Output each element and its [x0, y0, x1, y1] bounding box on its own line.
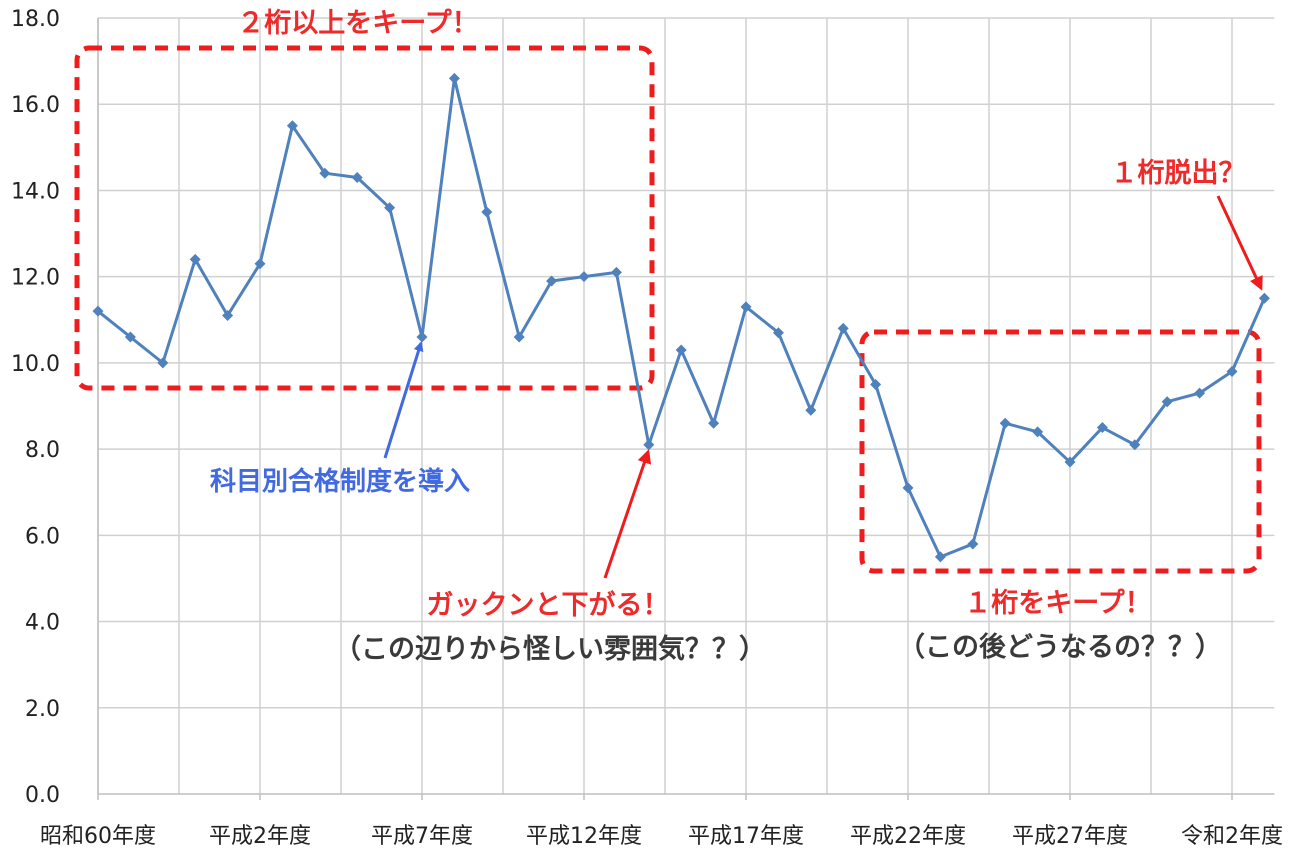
data-point: [1064, 456, 1076, 468]
data-point: [772, 327, 784, 339]
axes: [97, 18, 1275, 800]
highlight-box-bottom: [859, 329, 1262, 574]
data-point: [481, 206, 493, 218]
highlight-box-top: [74, 45, 655, 391]
x-tick-labels: 昭和60年度 平成2年度 平成7年度 平成12年度 平成17年度 平成22年度 平成27年度…: [40, 824, 1283, 849]
y-tick-label: 16.0: [11, 93, 60, 118]
data-point: [1032, 426, 1044, 438]
y-tick-label: 12.0: [11, 266, 60, 291]
data-point: [934, 551, 946, 563]
series-blue: [92, 72, 1270, 563]
data-point: [902, 482, 914, 494]
data-point: [351, 172, 363, 184]
data-point: [675, 344, 687, 356]
annotation-intro: 科目別合格制度を導入: [210, 466, 470, 497]
data-point: [384, 202, 396, 214]
y-tick-label: 14.0: [11, 179, 60, 204]
data-point: [92, 305, 104, 317]
data-point: [1194, 387, 1206, 399]
data-point: [578, 271, 590, 283]
data-point: [1096, 422, 1108, 434]
x-tick-label: 平成17年度: [688, 824, 804, 849]
data-point: [708, 417, 720, 429]
data-point: [513, 331, 525, 343]
gridlines: [97, 17, 1275, 794]
y-tick-label: 0.0: [25, 783, 60, 808]
arrow-intro: [383, 341, 424, 459]
data-point: [448, 72, 460, 84]
arrow-escape: [1216, 195, 1263, 291]
data-point: [805, 404, 817, 416]
annotation-box-bottom-sub: （この後どうなるの？？）: [898, 632, 1222, 663]
data-point: [643, 439, 655, 451]
data-point: [189, 253, 201, 265]
y-tick-label: 18.0: [11, 7, 60, 32]
x-tick-label: 平成7年度: [371, 824, 473, 849]
data-point: [286, 120, 298, 132]
annotation-drop: ガックンと下がる！: [427, 589, 670, 621]
y-tick-label: 2.0: [25, 697, 60, 722]
y-tick-label: 6.0: [25, 524, 60, 549]
data-point: [610, 266, 622, 278]
x-tick-label: 令和2年度: [1181, 824, 1283, 849]
x-tick-label: 平成22年度: [850, 824, 966, 849]
data-point: [254, 258, 266, 270]
annotation-escape: １桁脱出？: [1111, 158, 1246, 189]
data-point: [999, 417, 1011, 429]
data-point: [1226, 366, 1238, 378]
x-tick-label: 昭和60年度: [40, 824, 156, 849]
data-point: [157, 357, 169, 369]
data-point: [416, 331, 428, 343]
x-tick-label: 平成27年度: [1012, 824, 1128, 849]
data-point: [546, 275, 558, 287]
data-point: [870, 378, 882, 390]
y-tick-label: 8.0: [25, 438, 60, 463]
x-tick-label: 平成12年度: [526, 824, 642, 849]
y-tick-label: 10.0: [11, 352, 60, 377]
data-point: [740, 301, 752, 313]
annotation-drop-sub: （この辺りから怪しい雰囲気？？）: [334, 633, 766, 665]
data-point: [967, 538, 979, 550]
annotation-box-bottom: １桁をキープ！: [964, 588, 1151, 619]
x-tick-label: 平成2年度: [209, 824, 311, 849]
y-tick-labels: 0.0 2.0 4.0 6.0 8.0 10.0 12.0 14.0 16.0 18.0: [11, 7, 60, 808]
data-point: [837, 322, 849, 334]
data-point: [1129, 439, 1141, 451]
y-tick-label: 4.0: [25, 611, 60, 636]
data-point: [1258, 292, 1270, 304]
annotation-box-top: ２桁以上をキープ！: [237, 8, 478, 39]
data-point: [222, 309, 234, 321]
data-point: [1161, 396, 1173, 408]
data-point: [319, 167, 331, 179]
data-point: [124, 331, 136, 343]
arrow-drop: [603, 449, 652, 579]
